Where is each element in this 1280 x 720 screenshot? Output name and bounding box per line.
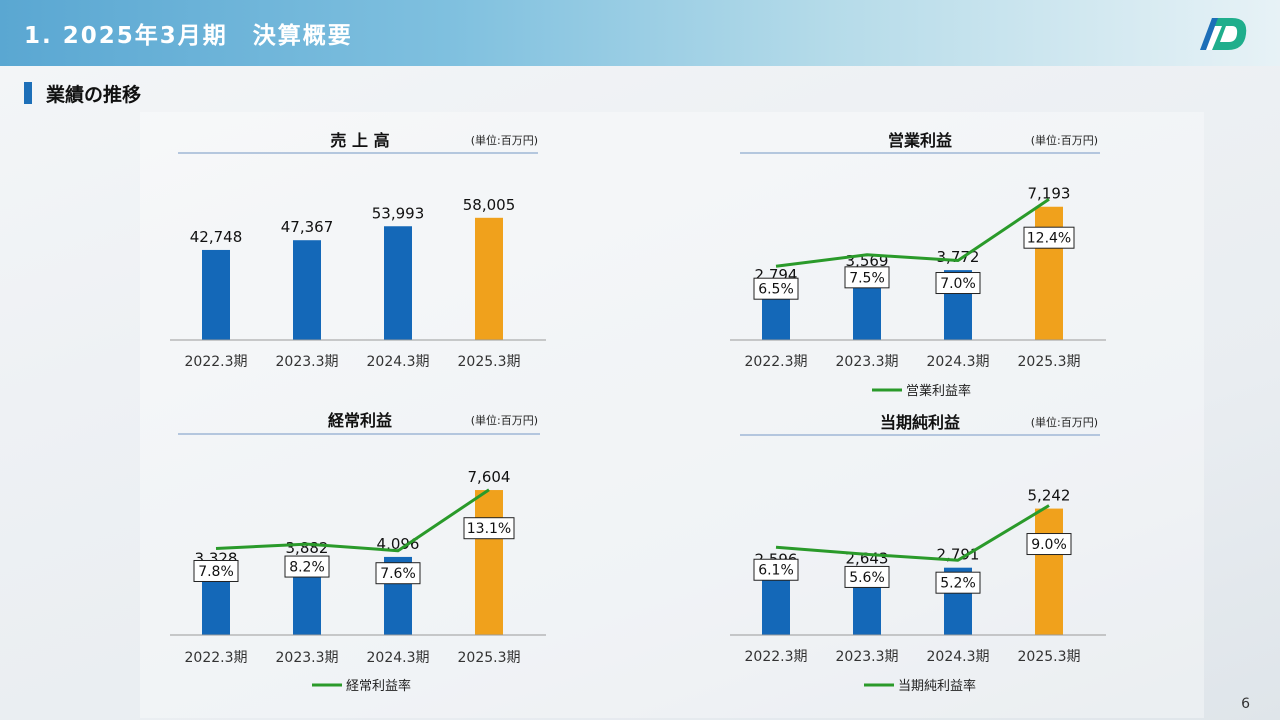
category-tick-label: 2023.3期: [276, 354, 339, 370]
bar-2025.3期: [475, 490, 503, 635]
ordinary-profit-chart: 経常利益 (単位:百万円)3,3282022.3期3,8822023.3期4,09…: [170, 411, 546, 694]
ratio-label-box: [753, 277, 799, 300]
ratio-data-label: 5.2%: [940, 576, 976, 592]
bar-2022.3期: [202, 571, 230, 635]
category-tick-label: 2023.3期: [276, 650, 339, 666]
chart-title: 営業利益: [888, 131, 952, 150]
bar-2023.3期: [293, 240, 321, 340]
ratio-label-box: [935, 571, 981, 594]
legend-label: 当期純利益率: [898, 678, 976, 694]
ratio-data-label: 7.0%: [940, 276, 976, 292]
category-tick-label: 2024.3期: [367, 650, 430, 666]
company-logo-icon: [1200, 18, 1247, 50]
chart-unit-label: (単位:百万円): [1031, 133, 1098, 147]
bar-value-label: 53,993: [372, 204, 425, 222]
ratio-data-label: 7.6%: [380, 566, 416, 582]
chart-unit-label: (単位:百万円): [1031, 415, 1098, 429]
category-tick-label: 2025.3期: [458, 650, 521, 666]
category-tick-label: 2024.3期: [367, 354, 430, 370]
ratio-data-label: 9.0%: [1031, 537, 1067, 553]
bar-value-label: 47,367: [281, 218, 334, 236]
sales-chart: 売 上 高 (単位:百万円) 42,748 2022.3期 47,367 2023.3期 5…: [170, 131, 546, 370]
chart-unit-label: (単位:百万円): [471, 133, 538, 147]
chart-title: 当期純利益: [880, 413, 960, 432]
ratio-label-box: [463, 517, 515, 540]
bar-value-label: 5,242: [1028, 487, 1071, 505]
header-banner: 1. 2025年3月期 決算概要: [0, 0, 1280, 66]
ratio-data-label: 6.1%: [758, 563, 794, 579]
bar-value-label: 58,005: [463, 196, 516, 214]
bar-value-label: 42,748: [190, 228, 243, 246]
ratio-label-box: [1023, 226, 1075, 249]
ratio-data-label: 7.5%: [849, 270, 885, 286]
ratio-label-box: [1026, 533, 1072, 556]
legend-label: 営業利益率: [906, 383, 971, 399]
ratio-data-label: 12.4%: [1027, 231, 1071, 247]
chart-unit-label: (単位:百万円): [471, 413, 538, 427]
ratio-label-box: [193, 559, 239, 582]
ratio-line: [215, 488, 490, 553]
category-tick-label: 2022.3期: [745, 649, 808, 665]
legend-label: 経常利益率: [346, 678, 411, 694]
category-tick-label: 2022.3期: [745, 354, 808, 370]
section-title: 業績の推移: [46, 84, 142, 106]
category-tick-label: 2024.3期: [927, 649, 990, 665]
ratio-line: [775, 197, 1050, 268]
bar-2025.3期: [475, 217, 503, 340]
bar-2022.3期: [202, 249, 230, 340]
ratio-label-box: [935, 272, 981, 295]
category-tick-label: 2023.3期: [836, 354, 899, 370]
ratio-data-label: 8.2%: [289, 560, 325, 576]
ratio-label-box: [284, 555, 330, 578]
bar-value-label: 7,193: [1028, 185, 1071, 203]
chart-title: 経常利益: [328, 411, 392, 430]
category-tick-label: 2025.3期: [458, 354, 521, 370]
ratio-label-box: [753, 558, 799, 581]
net-income-chart: 当期純利益(単位:百万円)2,5962022.3期2,6432023.3期2,7…: [730, 413, 1106, 694]
ratio-data-label: 6.5%: [758, 282, 794, 298]
ratio-data-label: 7.8%: [198, 564, 234, 580]
category-tick-label: 2025.3期: [1018, 354, 1081, 370]
bar-2025.3期: [1035, 508, 1063, 635]
ratio-line: [775, 504, 1050, 562]
page-number: 6: [1241, 696, 1250, 712]
bar-value-label: 3,882: [286, 539, 329, 557]
page-title: 1. 2025年3月期 決算概要: [24, 23, 353, 49]
category-tick-label: 2022.3期: [185, 354, 248, 370]
bar-2024.3期: [384, 226, 412, 340]
bar-value-label: 7,604: [468, 468, 511, 486]
ratio-label-box: [844, 266, 890, 289]
category-tick-label: 2024.3期: [927, 354, 990, 370]
category-tick-label: 2023.3期: [836, 649, 899, 665]
bar-2022.3期: [762, 572, 790, 635]
ratio-label-box: [844, 565, 890, 588]
category-tick-label: 2025.3期: [1018, 649, 1081, 665]
chart-title: 売 上 高: [330, 131, 389, 150]
ratio-data-label: 5.6%: [849, 570, 885, 586]
operating-profit-chart: 営業利益 (単位:百万円)2,7942022.3期3,5692023.3期3,77…: [730, 131, 1106, 399]
section-marker: [24, 82, 32, 104]
category-tick-label: 2022.3期: [185, 650, 248, 666]
ratio-label-box: [375, 562, 421, 585]
ratio-data-label: 13.1%: [467, 521, 511, 537]
